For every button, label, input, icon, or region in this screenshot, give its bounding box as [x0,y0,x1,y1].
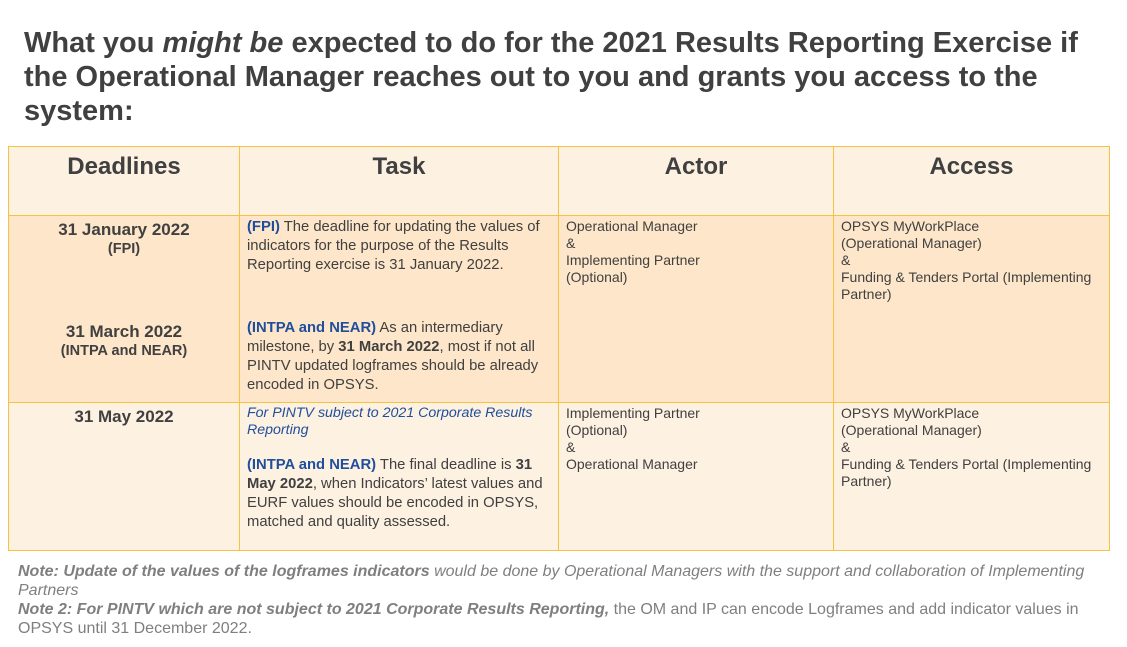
deadline-cell: 31 January 2022 (FPI) 31 March 2022 (INT… [8,215,240,403]
footnotes: Note: Update of the values of the logfra… [18,562,1118,638]
note-1: Note: Update of the values of the logfra… [18,563,1085,599]
header-task: Task [239,146,559,216]
header-access: Access [833,146,1110,216]
page-title: What you might be expected to do for the… [24,27,1078,127]
table-header-row: Deadlines Task Actor Access [8,146,1110,216]
task-text: (INTPA and NEAR) The final deadline is 3… [247,457,543,530]
table-row: 31 January 2022 (FPI) 31 March 2022 (INT… [8,215,1110,403]
actor-cell: Implementing Partner (Optional) & Operat… [558,402,834,551]
access-cell: OPSYS MyWorkPlace (Operational Manager) … [833,402,1110,551]
task-cell: (FPI) The deadline for updating the valu… [239,215,559,403]
header-actor: Actor [558,146,834,216]
task-cell: For PINTV subject to 2021 Corporate Resu… [239,402,559,551]
actor-cell: Operational Manager & Implementing Partn… [558,215,834,403]
deadline-date: 31 March 2022 [65,322,183,341]
deadline-date: 31 January 2022 [58,220,190,239]
deadlines-table: Deadlines Task Actor Access 31 January 2… [8,146,1110,551]
table-row: 31 May 2022 For PINTV subject to 2021 Co… [8,402,1110,551]
task-text: (FPI) The deadline for updating the valu… [247,219,540,273]
task-note: For PINTV subject to 2021 Corporate Resu… [247,405,533,438]
access-cell: OPSYS MyWorkPlace (Operational Manager) … [833,215,1110,403]
header-deadlines: Deadlines [8,146,240,216]
deadline-date: 31 May 2022 [74,407,174,426]
deadline-cell: 31 May 2022 [8,402,240,551]
deadline-scope: (INTPA and NEAR) [60,343,188,359]
deadline-scope: (FPI) [107,241,141,257]
task-text: (INTPA and NEAR) As an intermediary mile… [247,320,539,393]
note-2: Note 2: For PINTV which are not subject … [18,601,1079,637]
title-emphasis: might be [162,27,284,59]
